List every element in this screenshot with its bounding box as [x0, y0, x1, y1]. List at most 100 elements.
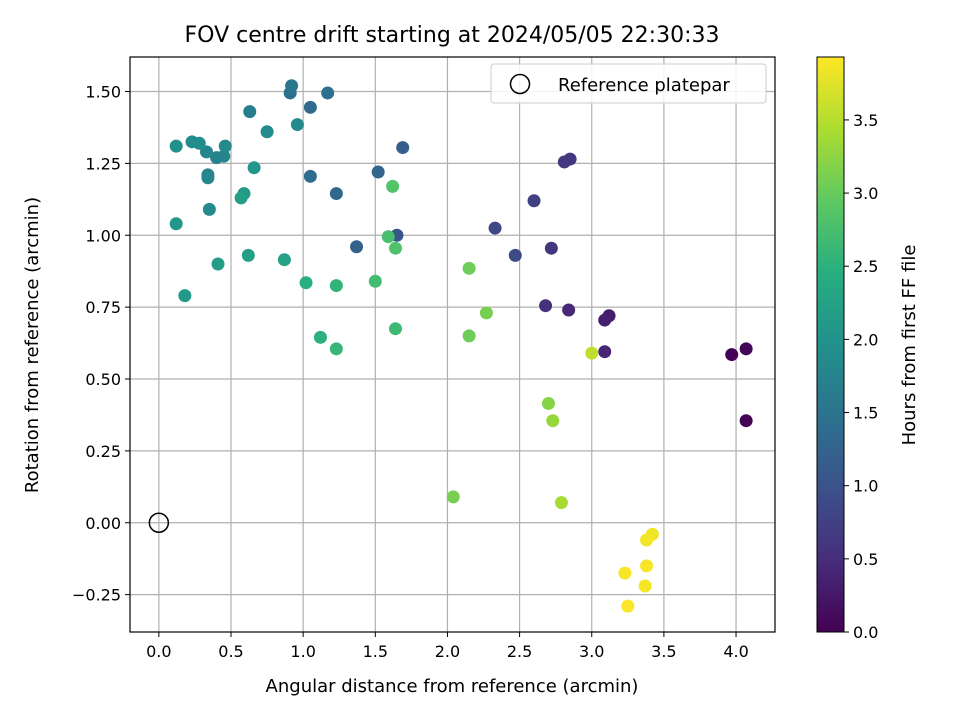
data-point — [211, 257, 225, 271]
colorbar-tick-label: 0.5 — [853, 550, 878, 569]
data-point — [389, 322, 403, 336]
data-point — [185, 135, 199, 149]
data-point — [546, 414, 560, 428]
x-axis-ticks: 0.0 0.5 1.0 1.5 2.0 2.5 3.0 3.5 4.0 — [146, 632, 749, 661]
legend-marker — [509, 73, 531, 95]
data-point — [368, 274, 382, 288]
data-point — [178, 289, 192, 303]
data-point — [169, 139, 183, 153]
data-point — [313, 330, 327, 344]
data-point — [247, 161, 261, 175]
data-point — [725, 348, 739, 362]
data-point — [241, 248, 255, 262]
grid — [130, 57, 775, 632]
data-point — [290, 118, 304, 132]
colorbar-tick-label: 2.0 — [853, 330, 878, 349]
x-tick-label: 1.5 — [363, 642, 388, 661]
data-point — [199, 145, 213, 159]
data-point — [329, 187, 343, 201]
data-point — [381, 230, 395, 244]
x-tick-label: 0.5 — [218, 642, 243, 661]
data-points — [169, 79, 753, 613]
colorbar-gradient — [816, 56, 845, 633]
x-tick-label: 3.5 — [651, 642, 676, 661]
data-point — [303, 100, 317, 114]
y-tick-label: 0.50 — [85, 370, 121, 389]
colorbar: 0.0 0.5 1.0 1.5 2.0 2.5 3.0 3.5 Hours from firs… — [816, 56, 920, 642]
colorbar-tick-label: 1.0 — [853, 477, 878, 496]
data-point — [329, 342, 343, 356]
colorbar-tick-label: 0.0 — [853, 623, 878, 642]
data-point — [585, 346, 599, 360]
data-point — [739, 342, 753, 356]
data-point — [350, 240, 364, 254]
data-point — [527, 194, 541, 208]
data-point — [396, 141, 410, 155]
data-point — [218, 139, 232, 153]
x-tick-label: 2.0 — [435, 642, 460, 661]
colorbar-tick-label: 1.5 — [853, 404, 878, 423]
data-point — [562, 303, 576, 317]
data-point — [303, 169, 317, 183]
plot-frame — [129, 56, 776, 633]
y-axis-ticks: −0.25 0.00 0.25 0.50 0.75 1.00 1.25 1.50 — [72, 83, 130, 605]
data-point — [285, 79, 299, 93]
y-tick-label: 1.25 — [85, 154, 121, 173]
y-tick-label: 0.75 — [85, 298, 121, 317]
data-point — [739, 414, 753, 428]
colorbar-tick-label: 3.5 — [853, 111, 878, 130]
x-axis-label: Angular distance from reference (arcmin) — [266, 676, 639, 697]
data-point — [243, 105, 257, 119]
data-point — [462, 329, 476, 343]
chart-title: FOV centre drift starting at 2024/05/05 … — [185, 23, 720, 48]
data-point — [640, 533, 654, 547]
legend: Reference platepar — [490, 63, 767, 104]
x-tick-label: 2.5 — [507, 642, 532, 661]
y-tick-label: −0.25 — [72, 586, 121, 605]
data-point — [234, 191, 248, 205]
data-point — [389, 241, 403, 255]
colorbar-tick-label: 3.0 — [853, 184, 878, 203]
data-point — [277, 253, 291, 267]
x-tick-label: 1.0 — [290, 642, 315, 661]
data-point — [462, 261, 476, 275]
data-point — [329, 279, 343, 293]
data-point — [299, 276, 313, 290]
data-point — [260, 125, 274, 139]
data-point — [554, 496, 568, 510]
data-point — [544, 241, 558, 255]
reference-marker — [148, 512, 170, 533]
data-point — [479, 306, 493, 320]
data-point — [508, 248, 522, 262]
reference-point — [148, 512, 170, 533]
x-tick-label: 4.0 — [723, 642, 748, 661]
data-point — [539, 299, 553, 313]
colorbar-ticks: 0.0 0.5 1.0 1.5 2.0 2.5 3.0 3.5 — [844, 111, 878, 642]
data-point — [598, 313, 612, 327]
data-point — [563, 152, 577, 166]
data-point — [371, 165, 385, 179]
data-point — [321, 86, 335, 100]
y-tick-label: 0.25 — [85, 442, 121, 461]
x-tick-label: 0.0 — [146, 642, 171, 661]
data-point — [386, 179, 400, 193]
data-point — [169, 217, 183, 231]
data-point — [621, 599, 635, 613]
colorbar-label: Hours from first FF file — [899, 245, 920, 446]
data-point — [541, 396, 555, 410]
data-point — [201, 171, 215, 185]
data-point — [598, 345, 612, 359]
x-tick-label: 3.0 — [579, 642, 604, 661]
colorbar-tick-label: 2.5 — [853, 257, 878, 276]
y-tick-label: 1.00 — [85, 226, 121, 245]
y-axis-label: Rotation from reference (arcmin) — [22, 197, 43, 493]
legend-label: Reference platepar — [558, 75, 730, 96]
data-point — [638, 579, 652, 593]
data-point — [446, 490, 460, 504]
data-point — [640, 559, 654, 573]
legend-box — [490, 63, 767, 104]
data-point — [618, 566, 632, 580]
y-tick-label: 0.00 — [85, 514, 121, 533]
data-point — [202, 202, 216, 216]
